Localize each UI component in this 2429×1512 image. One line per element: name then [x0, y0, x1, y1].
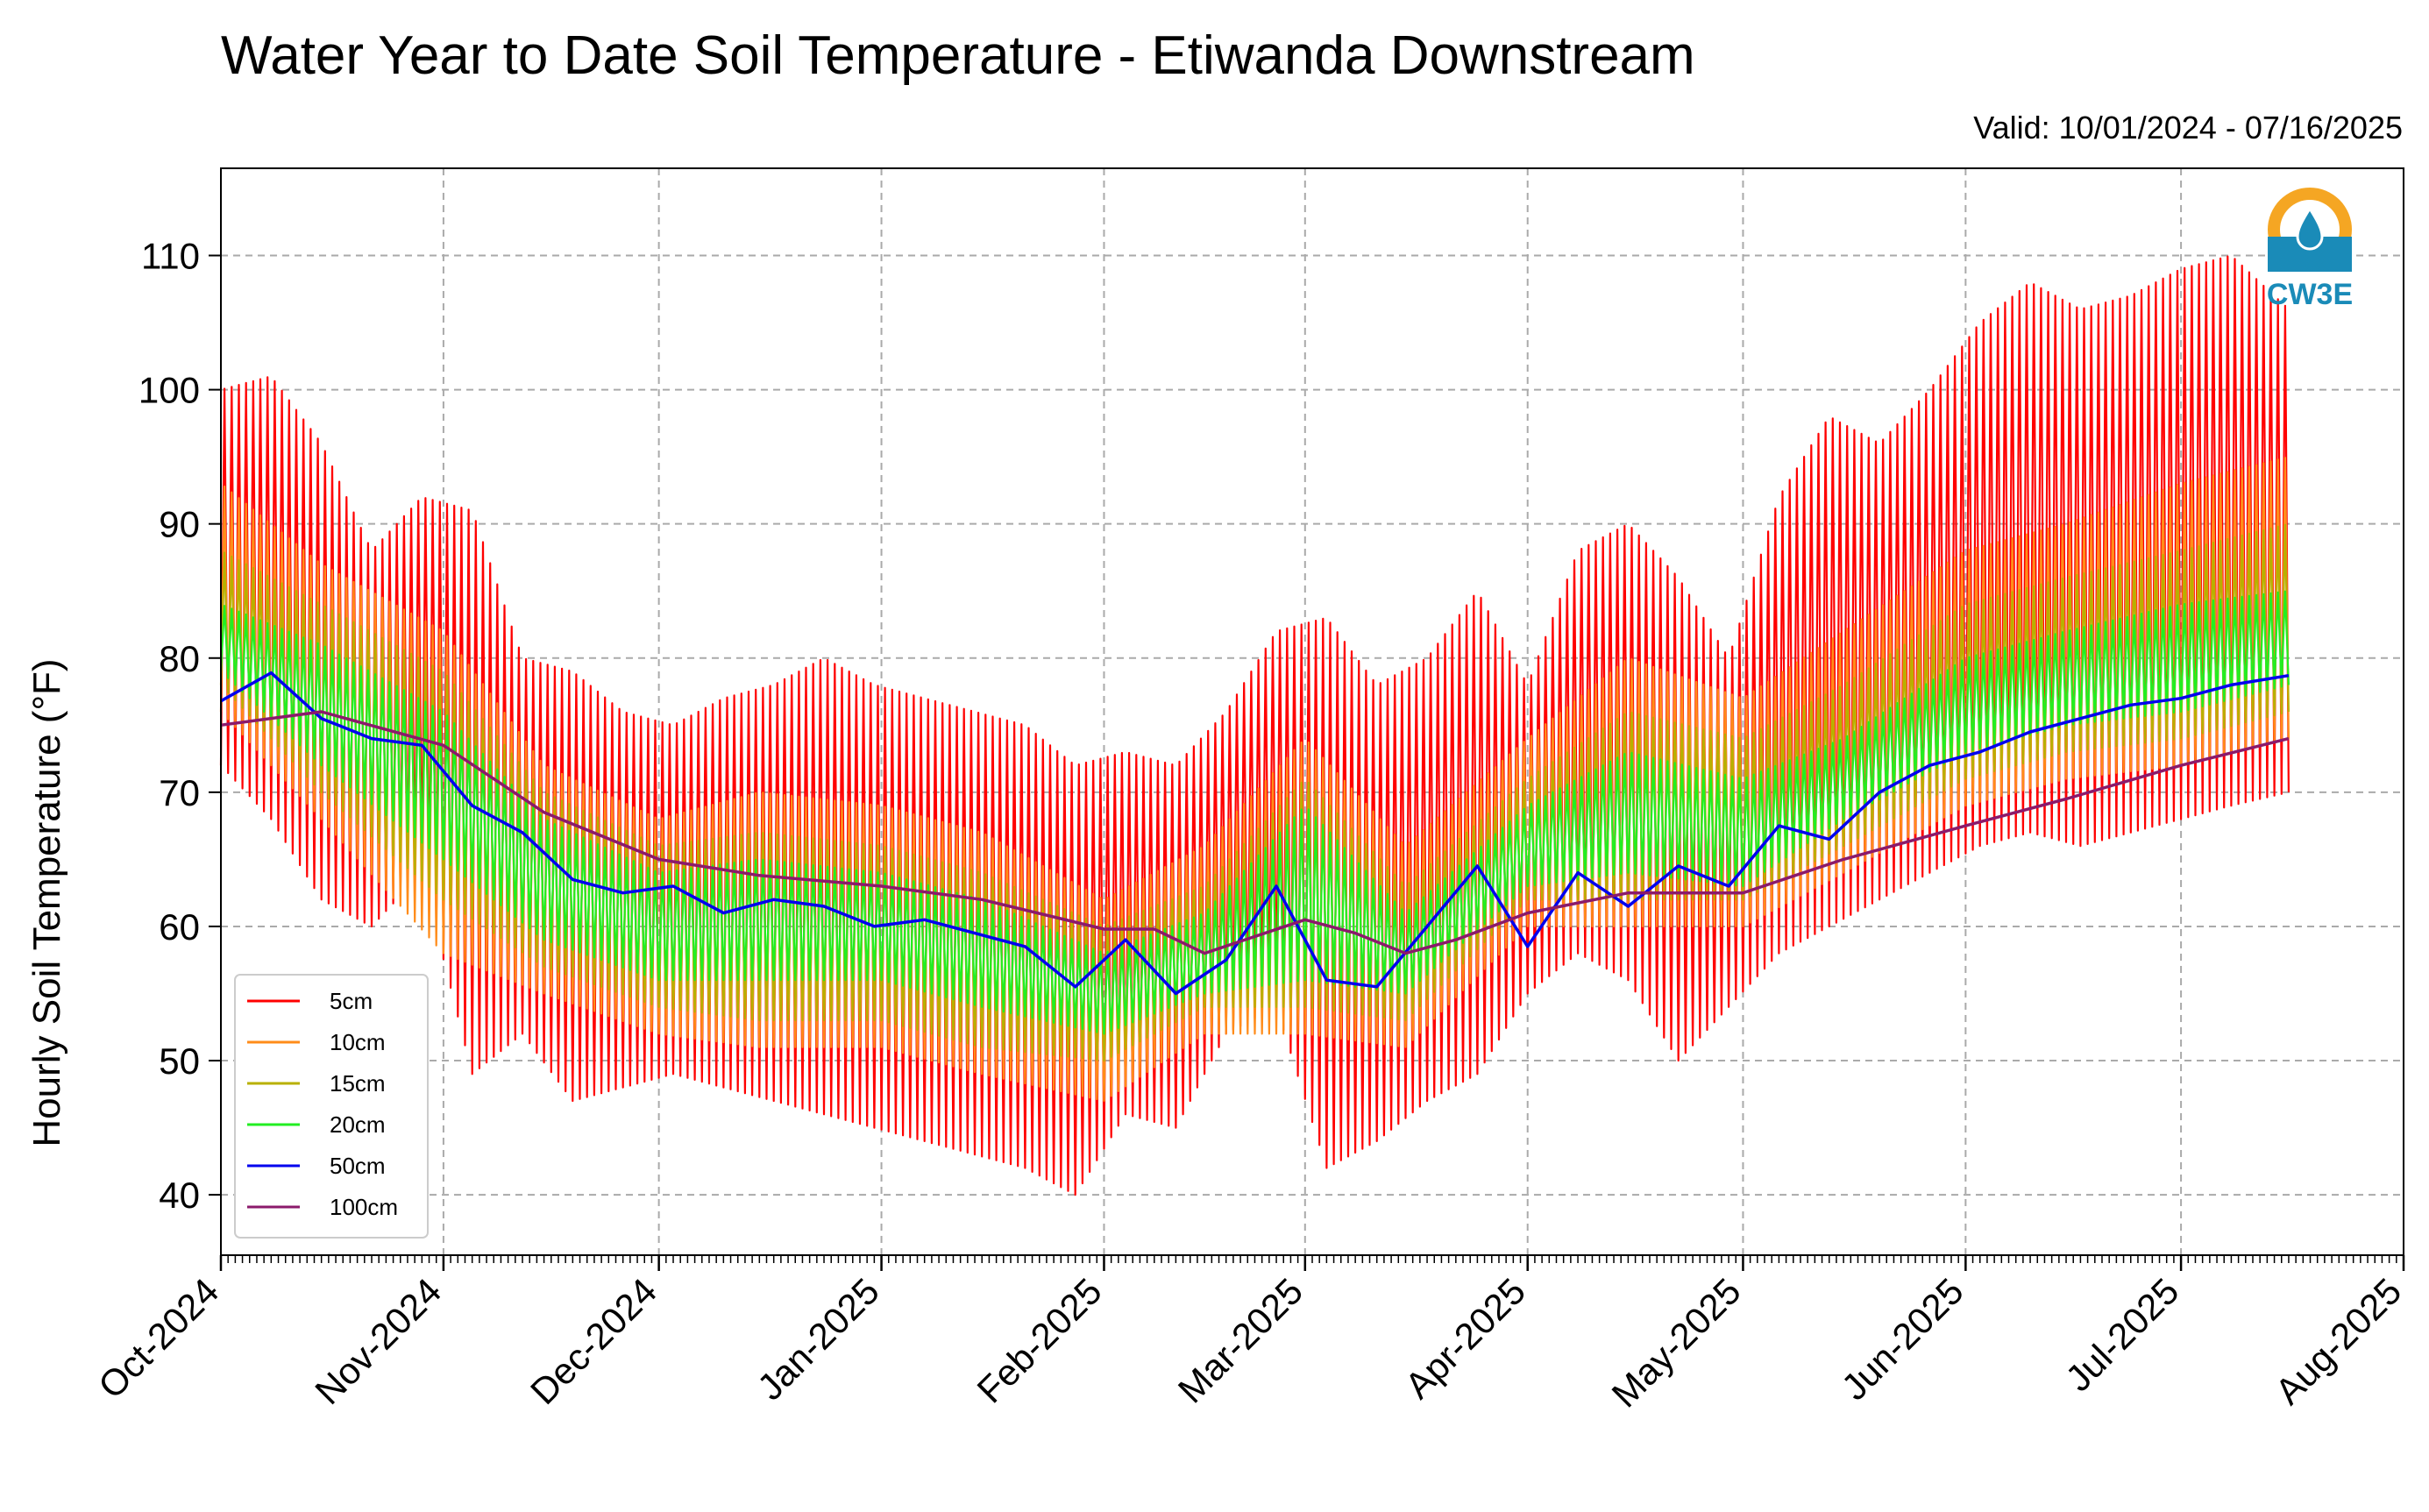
series-line-100cm [220, 710, 2290, 955]
x-tick-label: Aug-2025 [2267, 1270, 2409, 1412]
legend-label-20cm: 20cm [330, 1111, 386, 1138]
chart-subtitle: Valid: 10/01/2024 - 07/16/2025 [1973, 110, 2403, 146]
chart-title: Water Year to Date Soil Temperature - Et… [221, 25, 1695, 86]
series-line-10cm [219, 457, 2290, 1103]
x-tick-label: Feb-2025 [969, 1270, 1109, 1410]
legend-box [234, 974, 429, 1239]
legend-label-15cm: 15cm [330, 1070, 386, 1097]
y-tick-label: 80 [159, 638, 200, 679]
y-tick-label: 90 [159, 504, 200, 545]
logo-text: CW3E [2267, 278, 2353, 311]
x-tick-label: Jan-2025 [749, 1270, 887, 1408]
cw3e-logo: CW3E [2267, 188, 2353, 311]
legend-label-100cm: 100cm [330, 1194, 398, 1220]
y-axis-label: Hourly Soil Temperature (°F) [25, 658, 68, 1146]
legend-label-50cm: 50cm [330, 1153, 386, 1179]
legend-label-5cm: 5cm [330, 988, 373, 1014]
x-tick-label: Dec-2024 [522, 1270, 664, 1412]
series-layer [219, 255, 2290, 1196]
series-line-20cm [219, 590, 2290, 1035]
x-tick-label: Oct-2024 [90, 1270, 226, 1406]
x-tick-label: Jul-2025 [2057, 1270, 2186, 1399]
y-tick-label: 50 [159, 1040, 200, 1082]
series-line-50cm [220, 671, 2290, 996]
series-line-15cm [219, 523, 2290, 1062]
y-tick-label: 60 [159, 906, 200, 948]
y-tick-label: 100 [138, 370, 200, 411]
x-tick-label: May-2025 [1604, 1270, 1749, 1415]
y-tick-label: 70 [159, 772, 200, 813]
y-tick-label: 40 [159, 1175, 200, 1216]
x-tick-label: Jun-2025 [1834, 1270, 1971, 1408]
x-tick-label: Apr-2025 [1397, 1270, 1533, 1406]
legend: 5cm 10cm 15cm 20cm 50cm 100cm [234, 974, 429, 1239]
water-drop-icon [2296, 206, 2324, 251]
y-tick-label: 110 [141, 236, 200, 277]
x-tick-label: Mar-2025 [1170, 1270, 1310, 1410]
x-tick-label: Nov-2024 [307, 1270, 449, 1412]
legend-label-10cm: 10cm [330, 1029, 386, 1055]
